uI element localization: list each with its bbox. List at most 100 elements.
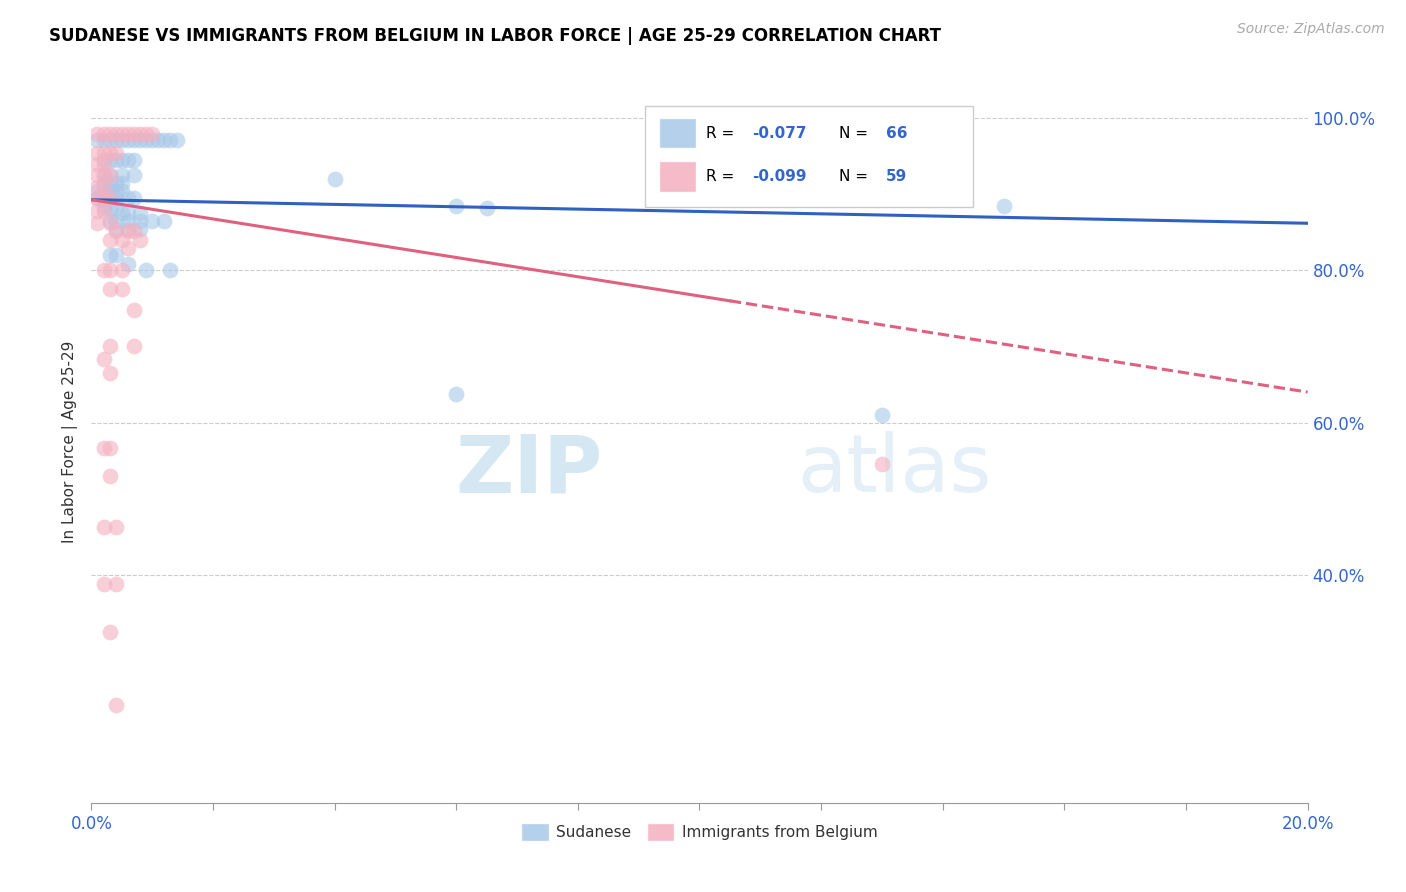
Point [111, 206, 134, 220]
Point [117, 133, 139, 147]
Text: N =: N = [839, 126, 873, 141]
Point [98, 145, 121, 160]
Point [98, 184, 121, 198]
Point [117, 224, 139, 238]
Point [122, 169, 145, 183]
Point [135, 133, 157, 147]
Point [98, 441, 121, 455]
Point [111, 263, 134, 277]
Point [86, 145, 108, 160]
Text: -0.077: -0.077 [752, 126, 806, 141]
Point [475, 201, 498, 215]
Point [98, 339, 121, 353]
Point [129, 127, 152, 141]
Point [129, 221, 152, 235]
Text: N =: N = [839, 169, 873, 184]
Point [166, 133, 188, 147]
Point [141, 127, 163, 141]
Point [98, 191, 121, 205]
Point [104, 576, 127, 591]
Point [86, 169, 108, 183]
FancyBboxPatch shape [659, 161, 696, 192]
Point [98, 169, 121, 183]
Point [444, 386, 467, 401]
Text: R =: R = [706, 169, 738, 184]
Point [122, 191, 145, 205]
Point [93, 179, 115, 194]
Point [117, 221, 139, 235]
Point [104, 176, 127, 190]
Point [93, 441, 115, 455]
Point [104, 201, 127, 215]
Point [98, 127, 121, 141]
Point [93, 127, 115, 141]
Y-axis label: In Labor Force | Age 25-29: In Labor Force | Age 25-29 [62, 341, 79, 542]
Point [153, 214, 176, 228]
Point [98, 201, 121, 215]
Text: SUDANESE VS IMMIGRANTS FROM BELGIUM IN LABOR FORCE | AGE 25-29 CORRELATION CHART: SUDANESE VS IMMIGRANTS FROM BELGIUM IN L… [49, 27, 941, 45]
Point [93, 157, 115, 171]
Point [159, 263, 181, 277]
Point [93, 169, 115, 183]
Point [153, 133, 176, 147]
Point [993, 199, 1015, 213]
Point [93, 176, 115, 190]
Point [93, 153, 115, 168]
Point [93, 201, 115, 215]
Point [111, 153, 134, 168]
Point [93, 145, 115, 160]
Point [98, 214, 121, 228]
Point [122, 127, 145, 141]
Point [93, 191, 115, 205]
Point [93, 133, 115, 147]
Text: 66: 66 [886, 126, 907, 141]
Point [104, 214, 127, 228]
Point [93, 576, 115, 591]
Point [323, 172, 346, 186]
Point [104, 153, 127, 168]
Point [122, 302, 145, 317]
Point [111, 282, 134, 296]
Text: 59: 59 [886, 169, 907, 184]
Point [86, 216, 108, 230]
Point [122, 153, 145, 168]
Point [870, 458, 893, 472]
Point [129, 233, 152, 247]
Point [86, 204, 108, 219]
Point [117, 241, 139, 255]
Point [86, 184, 108, 198]
Point [117, 257, 139, 271]
Point [135, 263, 157, 277]
Point [111, 133, 134, 147]
Point [98, 191, 121, 205]
Point [98, 233, 121, 247]
Point [444, 199, 467, 213]
Point [129, 206, 152, 220]
Point [104, 248, 127, 262]
Point [98, 624, 121, 639]
Point [86, 127, 108, 141]
Point [122, 339, 145, 353]
Point [129, 214, 152, 228]
Point [159, 133, 181, 147]
Point [111, 169, 134, 183]
Point [141, 214, 163, 228]
Point [104, 698, 127, 713]
Point [117, 206, 139, 220]
Point [98, 263, 121, 277]
Point [98, 169, 121, 183]
Point [104, 221, 127, 235]
Point [104, 145, 127, 160]
Point [86, 157, 108, 171]
Text: Source: ZipAtlas.com: Source: ZipAtlas.com [1237, 22, 1385, 37]
Point [104, 133, 127, 147]
Point [86, 179, 108, 194]
FancyBboxPatch shape [645, 105, 973, 207]
Point [111, 127, 134, 141]
Point [104, 127, 127, 141]
Point [93, 184, 115, 198]
Point [104, 184, 127, 198]
Point [111, 233, 134, 247]
Point [93, 520, 115, 534]
Point [117, 214, 139, 228]
